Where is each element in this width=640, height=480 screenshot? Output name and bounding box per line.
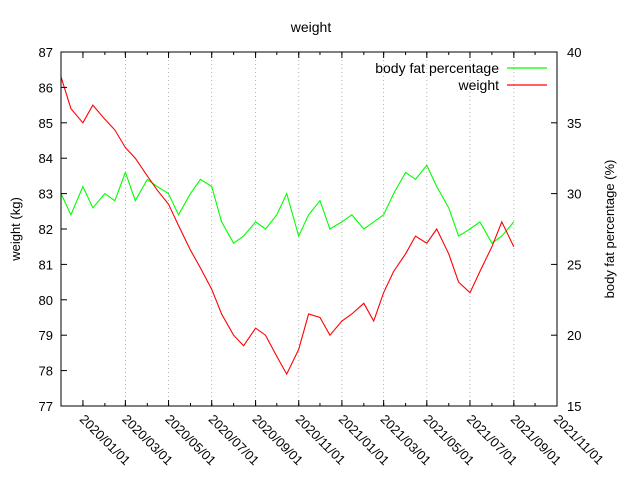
y2-axis-title: body fat percentage (%) <box>602 160 617 299</box>
y2-tick-label: 20 <box>567 328 581 343</box>
axes: 2020/01/012020/03/012020/05/012020/07/01… <box>39 45 607 468</box>
series-line-bodyfat <box>60 164 515 245</box>
y2-tick-label: 15 <box>567 399 581 414</box>
y2-tick-label: 40 <box>567 45 581 60</box>
y-tick-label: 77 <box>39 399 53 414</box>
y-tick-label: 82 <box>39 222 53 237</box>
legend: body fat percentage weight <box>375 60 547 93</box>
y-tick-label: 85 <box>39 116 53 131</box>
series-layer <box>60 76 515 376</box>
y-tick-label: 81 <box>39 257 53 272</box>
y2-tick-label: 35 <box>567 116 581 131</box>
legend-label-weight: weight <box>458 77 500 93</box>
plot-frame <box>60 51 558 407</box>
y-axis-title: weight (kg) <box>8 197 23 262</box>
chart-title: weight <box>290 19 332 35</box>
y-tick-label: 79 <box>39 328 53 343</box>
y-tick-label: 80 <box>39 293 53 308</box>
legend-label-bodyfat: body fat percentage <box>375 60 499 76</box>
y-tick-label: 84 <box>39 151 53 166</box>
y-tick-label: 86 <box>39 80 53 95</box>
grid <box>124 52 515 406</box>
y2-tick-label: 25 <box>567 257 581 272</box>
y-tick-label: 83 <box>39 187 53 202</box>
series-line-weight <box>60 76 515 376</box>
y2-tick-label: 30 <box>567 187 581 202</box>
y-tick-label: 78 <box>39 364 53 379</box>
y-tick-label: 87 <box>39 45 53 60</box>
